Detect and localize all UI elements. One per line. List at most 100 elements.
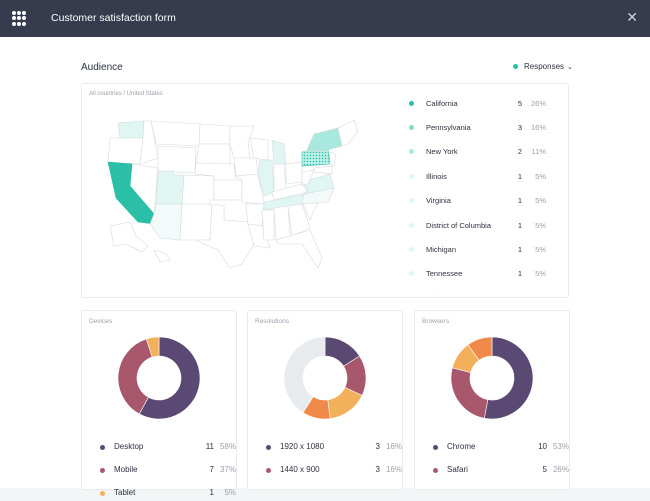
top-bar: Customer satisfaction form ✕ (0, 0, 650, 37)
state-color-dot (409, 101, 414, 106)
state-percent: 11% (532, 147, 546, 156)
state-percent: 5% (535, 221, 546, 230)
state-count: 1 (518, 221, 522, 230)
panel-title: Browsers (422, 318, 449, 325)
legend-label: Desktop (114, 442, 143, 451)
map-state-wyoming (158, 146, 196, 173)
legend-percent: 53% (553, 442, 569, 451)
map-state-colorado (182, 175, 214, 204)
us-map[interactable] (96, 118, 358, 270)
legend-row[interactable]: Chrome 10 53% (415, 441, 575, 455)
state-row[interactable]: District of Columbia 1 5% (404, 218, 564, 232)
legend-count: 11 (206, 442, 214, 451)
map-state-alaska (110, 222, 148, 252)
map-state-maryland (314, 166, 332, 174)
state-color-dot (409, 198, 414, 203)
legend-dot (266, 445, 271, 450)
legend-label: Mobile (114, 465, 138, 474)
map-state-mississippi (262, 210, 274, 240)
legend-dot (266, 468, 271, 473)
legend-dot (433, 468, 438, 473)
donut-chart[interactable] (282, 335, 368, 421)
donut-chart[interactable] (449, 335, 535, 421)
breadcrumb[interactable]: All countries / United States (89, 91, 163, 97)
map-state-north-dakota (199, 124, 230, 144)
map-state-arkansas (246, 204, 264, 226)
state-percent: 5% (535, 196, 546, 205)
state-percent: 5% (535, 172, 546, 181)
metric-label: Responses (524, 62, 564, 71)
legend-count: 1 (210, 488, 214, 497)
state-color-dot (409, 174, 414, 179)
state-name: Tennessee (426, 269, 462, 278)
legend-label: Safari (447, 465, 468, 474)
state-count: 5 (518, 99, 522, 108)
state-count: 2 (518, 147, 522, 156)
legend-label: 1920 x 1080 (280, 442, 324, 451)
map-state-montana (151, 121, 200, 146)
state-percent: 5% (535, 269, 546, 278)
map-state-ohio (286, 162, 302, 184)
map-state-indiana (274, 164, 286, 192)
donut-segment[interactable] (451, 368, 488, 418)
app-logo-icon[interactable] (12, 11, 27, 26)
legend-label: Chrome (447, 442, 475, 451)
state-name: Pennsylvania (426, 123, 471, 132)
map-state-oregon (108, 138, 143, 164)
map-state-new-england (338, 120, 358, 146)
legend-dot (100, 468, 105, 473)
state-name: Illinois (426, 172, 447, 181)
state-count: 1 (518, 196, 522, 205)
state-color-dot (409, 223, 414, 228)
legend-row[interactable]: Desktop 11 58% (82, 441, 242, 455)
state-name: District of Columbia (426, 221, 491, 230)
audience-title: Audience (81, 62, 123, 73)
metric-dropdown[interactable]: Responses ⌄ (513, 62, 573, 71)
legend-percent: 37% (220, 465, 236, 474)
map-state-minnesota (230, 126, 254, 158)
legend-row[interactable]: Tablet 1 5% (82, 487, 242, 501)
main-content: Audience Responses ⌄ All countries / Uni… (0, 37, 650, 488)
legend-label: Tablet (114, 488, 135, 497)
legend-count: 10 (538, 442, 547, 451)
legend-dot (433, 445, 438, 450)
legend-dot (100, 445, 105, 450)
state-color-dot (409, 149, 414, 154)
map-state-new-york (306, 128, 342, 152)
legend-percent: 16% (386, 465, 402, 474)
map-state-new-jersey (330, 152, 336, 166)
list-fade (404, 280, 564, 298)
state-color-dot (409, 247, 414, 252)
metric-dot-icon (513, 64, 518, 69)
state-row[interactable]: Pennsylvania 3 16% (404, 120, 564, 134)
map-state-pennsylvania (302, 150, 330, 166)
map-state-washington (118, 121, 144, 138)
state-row[interactable]: Tennessee 1 5% (404, 267, 564, 281)
legend-dot (100, 491, 105, 496)
map-state-utah (156, 171, 184, 204)
legend-count: 5 (543, 465, 547, 474)
chevron-down-icon: ⌄ (567, 63, 573, 71)
state-percent: 16% (531, 123, 546, 132)
state-color-dot (409, 271, 414, 276)
state-count: 3 (518, 123, 522, 132)
legend-percent: 58% (220, 442, 236, 451)
donut-chart[interactable] (116, 335, 202, 421)
legend-percent: 5% (224, 488, 236, 497)
state-count: 1 (518, 269, 522, 278)
map-state-alabama (274, 206, 290, 240)
close-icon[interactable]: ✕ (626, 10, 638, 24)
